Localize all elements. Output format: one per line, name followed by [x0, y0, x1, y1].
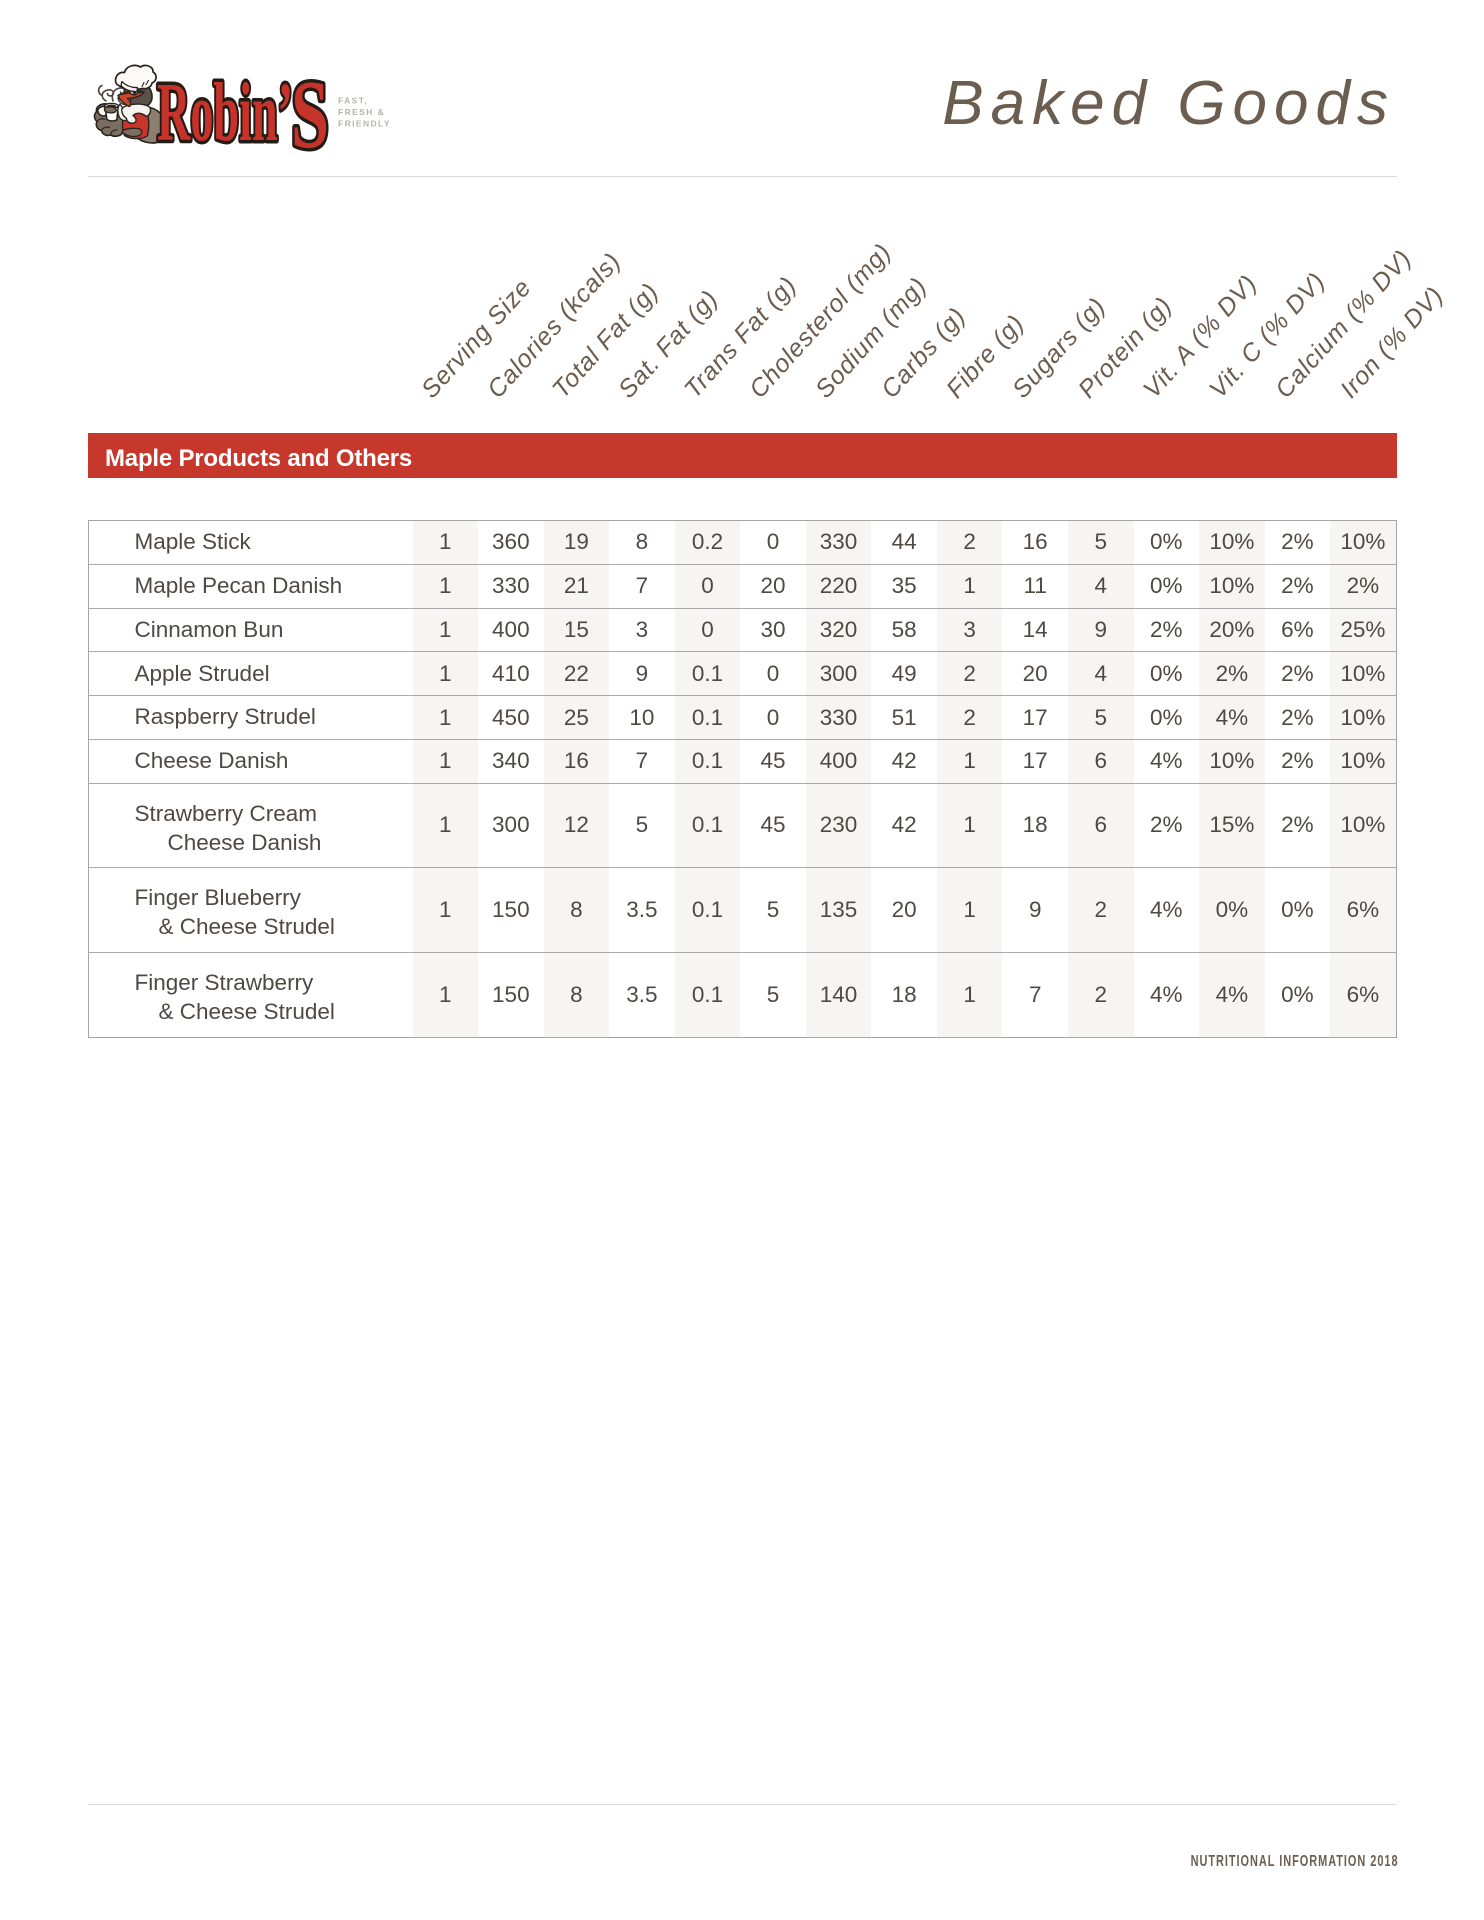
svg-text:S: S	[291, 61, 329, 168]
svg-text:FRESH &: FRESH &	[338, 107, 385, 117]
svg-text:FAST,: FAST,	[338, 96, 368, 106]
svg-text:S: S	[291, 61, 329, 168]
svg-text:FRIENDLY: FRIENDLY	[338, 119, 391, 129]
svg-text:Robin’: Robin’	[157, 66, 293, 159]
svg-text:Robin’: Robin’	[157, 66, 293, 159]
